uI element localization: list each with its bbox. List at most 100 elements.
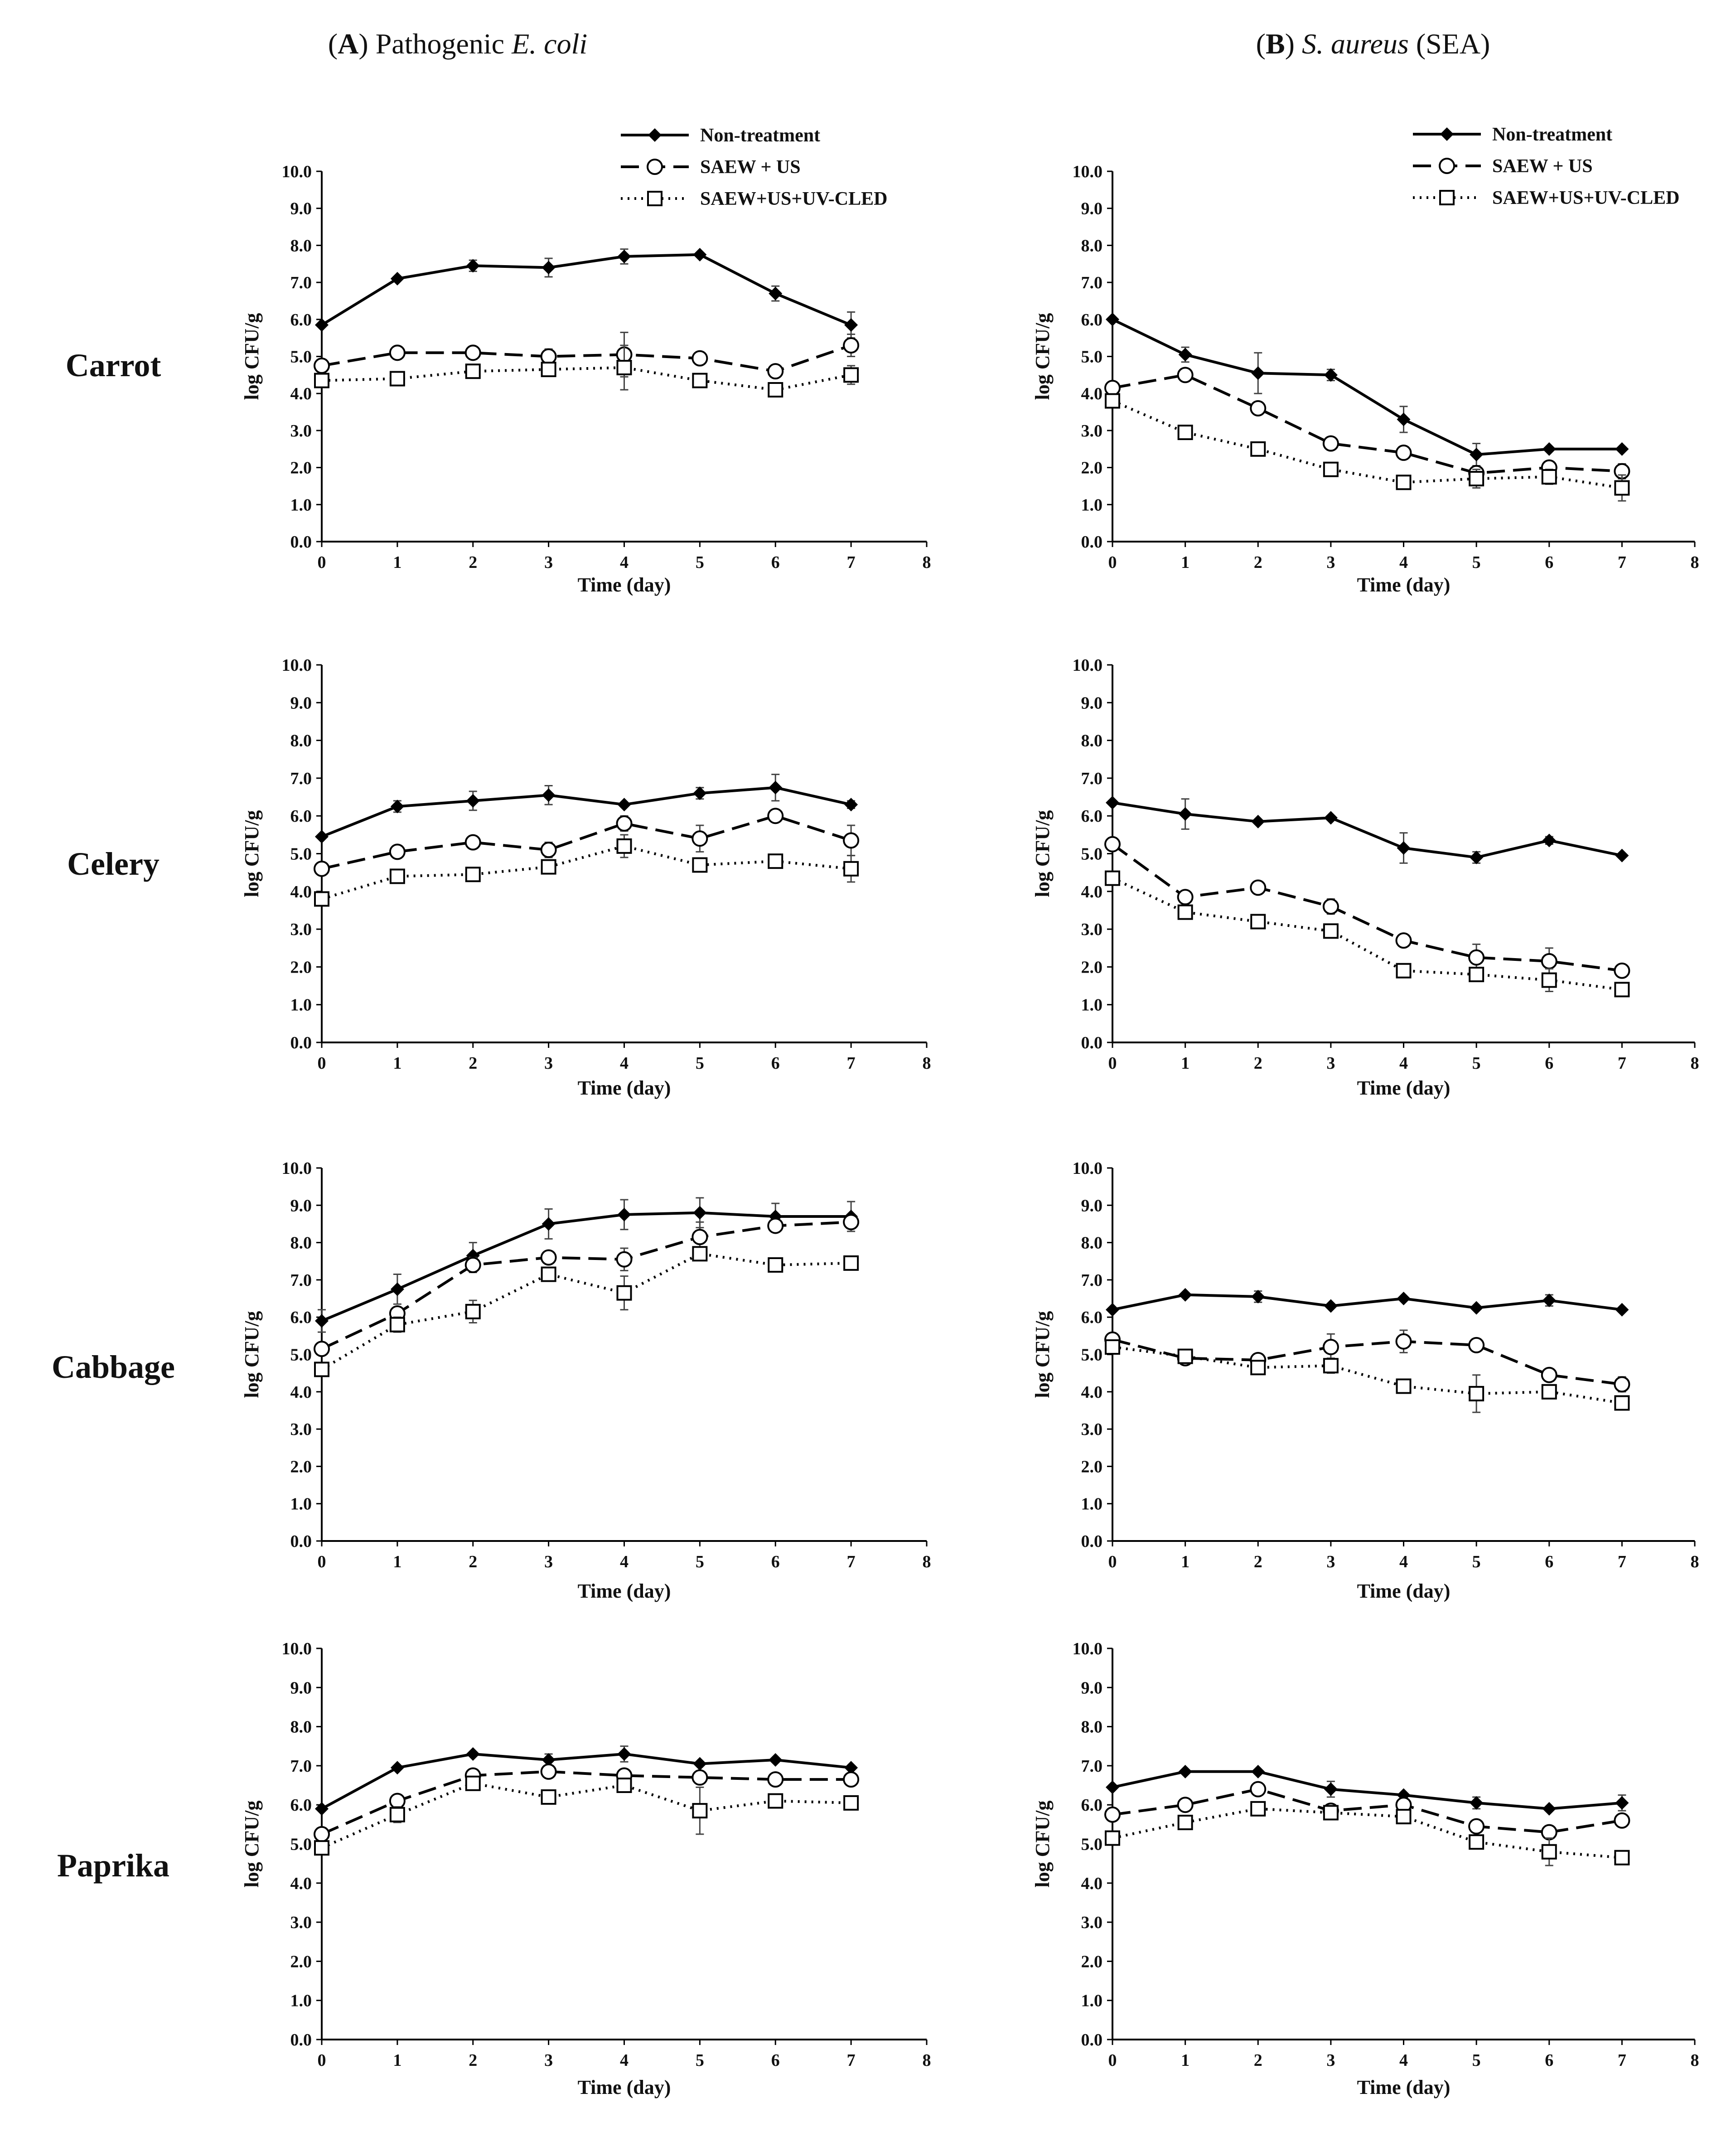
column-header-b-label: B — [1266, 28, 1285, 60]
carrot-b-series-saew-us-uv-cled-point — [1177, 424, 1193, 440]
celery-a-series-saew-us-point — [389, 843, 406, 860]
legend-right: Non-treatment SAEW + US SAEW+US+UV-CLED — [1413, 124, 1679, 208]
cabbage-a-x-tick-label: 4 — [620, 1552, 629, 1571]
cabbage-b-series-non-treatment-point — [1324, 1299, 1338, 1313]
cabbage-b-x-tick-label: 0 — [1108, 1552, 1117, 1571]
cabbage-a-series-saew-us-uv-cled-point — [843, 1255, 859, 1271]
celery-a-x-tick-label: 5 — [696, 1054, 704, 1073]
carrot-a-series-saew-us-uv-cled-point — [692, 373, 708, 388]
paprika-a-y-tick-label: 8.0 — [290, 1718, 312, 1737]
chart-panel-cabbage-ecoli: 0.0 1.0 2.0 3.0 4.0 5.0 6.0 7.0 8.0 9.0 10.0 0 1 2 3 4 5… — [241, 1159, 931, 1602]
celery-b-series-saew-us-uv-cled-point — [1250, 914, 1266, 930]
celery-a-y-axis-label: log CFU/g — [241, 810, 263, 897]
carrot-b-y-tick-label: 4.0 — [1081, 384, 1103, 403]
celery-b-series-saew-us-uv-cled-point — [1323, 923, 1339, 939]
carrot-b-x-tick-label: 4 — [1399, 553, 1408, 572]
carrot-b-y-tick-label: 5.0 — [1081, 348, 1103, 367]
legend-label-saew-us: SAEW + US — [1492, 156, 1593, 177]
paprika-a-x-tick-label: 6 — [771, 2051, 780, 2070]
cabbage-a-series-saew-us-point — [843, 1214, 860, 1231]
carrot-b-series-non-treatment-line — [1112, 318, 1622, 456]
celery-a-series-non-treatment-point — [844, 798, 858, 812]
paprika-a-series-non-treatment-point — [390, 1761, 404, 1775]
carrot-b-series-saew-us — [1104, 367, 1630, 481]
paprika-b-x-tick-label: 0 — [1108, 2051, 1117, 2070]
carrot-a-series-saew-us-point — [767, 363, 784, 380]
celery-a-x-tick-label: 1 — [393, 1054, 401, 1073]
celery-b-series-saew-us-line — [1112, 843, 1622, 972]
celery-a-y-tick-label: 5.0 — [290, 845, 312, 864]
celery-a-x-tick-label: 0 — [318, 1054, 326, 1073]
paprika-b-x-tick-label: 5 — [1472, 2051, 1481, 2070]
carrot-b-series-saew-us-line — [1112, 373, 1622, 475]
paprika-a-y-tick-label: 10.0 — [282, 1639, 312, 1658]
carrot-b-series-saew-us-uv-cled-point — [1323, 461, 1339, 477]
paprika-b-series-saew-us-line — [1112, 1788, 1622, 1834]
celery-a-series-saew-us-point — [843, 832, 860, 849]
paprika-a-x-tick-label: 0 — [318, 2051, 326, 2070]
carrot-b-y-tick-label: 9.0 — [1081, 199, 1103, 218]
cabbage-b-series-saew-us-uv-cled — [1105, 1339, 1630, 1413]
paprika-b-y-tick-label: 10.0 — [1073, 1639, 1103, 1658]
celery-b-series-saew-us-point — [1177, 889, 1194, 906]
celery-a-y-tick-label: 0.0 — [290, 1033, 312, 1052]
paprika-a-y-tick-label: 3.0 — [290, 1913, 312, 1932]
carrot-a-x-tick-label: 5 — [696, 553, 704, 572]
celery-b-y-tick-label: 1.0 — [1081, 996, 1103, 1015]
paprika-a-series-non-treatment-point — [542, 1753, 556, 1767]
cabbage-a-series-saew-us-point — [616, 1251, 633, 1268]
paprika-a-x-tick-label: 5 — [696, 2051, 704, 2070]
paprika-b-series-saew-us — [1104, 1781, 1630, 1841]
cabbage-a-x-tick-label: 7 — [847, 1552, 856, 1571]
cabbage-b-y-tick-label: 1.0 — [1081, 1495, 1103, 1514]
paprika-a-series-saew-us-uv-cled-point — [616, 1778, 632, 1793]
carrot-a-series-saew-us-uv-cled-line — [321, 366, 851, 391]
celery-b-series-non-treatment — [1106, 796, 1629, 864]
paprika-a-y-tick-label: 6.0 — [290, 1796, 312, 1815]
carrot-a-x-axis-label: Time (day) — [578, 574, 671, 596]
cabbage-a-series-saew-us-uv-cled-point — [389, 1317, 405, 1332]
carrot-b-y-tick-label: 10.0 — [1073, 162, 1103, 181]
cabbage-b-y-tick-label: 10.0 — [1073, 1159, 1103, 1178]
cabbage-b-series-non-treatment-line — [1112, 1293, 1622, 1311]
carrot-a-series-non-treatment-point — [390, 271, 404, 286]
cabbage-b-series-saew-us-uv-cled-point — [1105, 1339, 1120, 1355]
celery-a-series-saew-us-point — [540, 842, 557, 858]
cabbage-b-x-tick-label: 4 — [1399, 1552, 1408, 1571]
paprika-a-x-tick-label: 3 — [544, 2051, 553, 2070]
celery-a-series-saew-us-uv-cled-point — [692, 857, 708, 873]
column-header-b-text: (SEA) — [1416, 28, 1490, 60]
cabbage-a-series-saew-us-point — [464, 1256, 481, 1273]
paprika-b-series-saew-us-point — [1250, 1781, 1267, 1798]
legend-label-saew-us-uv-cled: SAEW+US+UV-CLED — [1492, 188, 1679, 208]
cabbage-b-x-tick-label: 2 — [1254, 1552, 1262, 1571]
celery-b-series-saew-us — [1104, 836, 1630, 979]
cabbage-a-x-tick-label: 5 — [696, 1552, 704, 1571]
carrot-b-series-saew-us-point — [1322, 435, 1339, 452]
cabbage-b-series-saew-us-uv-cled-point — [1323, 1358, 1339, 1374]
paprika-a-y-tick-label: 5.0 — [290, 1835, 312, 1854]
carrot-a-x-tick-label: 2 — [469, 553, 477, 572]
cabbage-a-y-tick-label: 9.0 — [290, 1196, 312, 1215]
cabbage-b-y-tick-label: 8.0 — [1081, 1234, 1103, 1253]
paprika-a-x-axis-label: Time (day) — [578, 2076, 671, 2098]
celery-a-y-tick-label: 9.0 — [290, 693, 312, 712]
celery-b-y-tick-label: 9.0 — [1081, 693, 1103, 712]
paprika-b-y-tick-label: 0.0 — [1081, 2030, 1103, 2050]
celery-a-series-saew-us-line — [321, 814, 852, 870]
carrot-a-y-tick-label: 7.0 — [290, 273, 312, 292]
celery-a-series-non-treatment-point — [542, 788, 556, 802]
paprika-a-y-tick-label: 4.0 — [290, 1874, 312, 1893]
cabbage-b-series-saew-us-uv-cled-point — [1614, 1395, 1630, 1411]
paprika-a-series-non-treatment-point — [315, 1802, 329, 1816]
paprika-b-y-tick-label: 4.0 — [1081, 1874, 1103, 1893]
celery-a-series-non-treatment-point — [693, 786, 707, 800]
paprika-a-series-saew-us-point — [843, 1771, 860, 1788]
carrot-a-x-tick-label: 3 — [544, 553, 553, 572]
carrot-b-series-non-treatment-point — [1324, 368, 1338, 382]
celery-a-series-saew-us-uv-cled-point — [389, 868, 405, 884]
celery-b-series-saew-us-point — [1322, 898, 1339, 915]
paprika-a-y-tick-label: 7.0 — [290, 1757, 312, 1776]
cabbage-a-x-tick-label: 2 — [469, 1552, 477, 1571]
paprika-a-series-saew-us-point — [540, 1763, 557, 1780]
